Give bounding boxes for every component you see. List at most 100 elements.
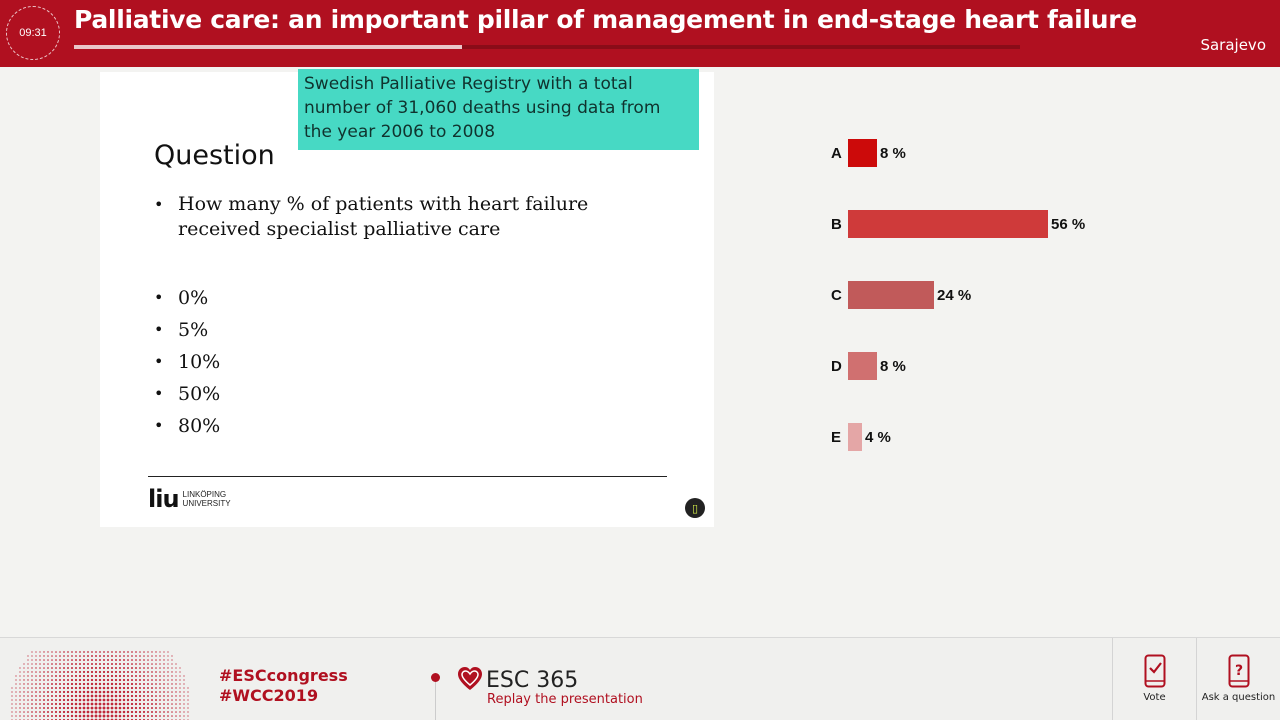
globe-dot [175, 707, 177, 709]
globe-dot [35, 711, 37, 713]
poll-row-e: E 4 % [820, 422, 891, 452]
globe-dot [47, 667, 49, 669]
globe-dot [135, 671, 137, 673]
globe-dot [130, 710, 134, 714]
globe-dot [47, 687, 49, 689]
globe-dot [82, 670, 86, 674]
globe-dot [27, 707, 29, 709]
globe-dot [66, 702, 70, 706]
globe-dot [70, 670, 74, 674]
globe-dot [167, 711, 169, 713]
globe-dot [82, 682, 86, 686]
globe-dot [106, 662, 110, 666]
globe-dot [62, 710, 66, 714]
globe-dot [35, 687, 37, 689]
globe-dot [110, 666, 114, 670]
globe-dot [131, 667, 133, 669]
globe-dot [71, 655, 73, 657]
globe-dot [142, 686, 146, 690]
vote-label: Vote [1143, 692, 1166, 703]
esc365-title[interactable]: ESC 365 [486, 668, 579, 693]
globe-dot [187, 703, 189, 705]
globe-dot [31, 679, 33, 681]
globe-dot [106, 694, 110, 698]
globe-dot [82, 666, 86, 670]
globe-dot [66, 698, 70, 702]
globe-dot [39, 679, 41, 681]
globe-dot [43, 703, 45, 705]
globe-dot [175, 671, 177, 673]
globe-dot [102, 682, 106, 686]
globe-dot [118, 710, 122, 714]
globe-dot [43, 683, 45, 685]
globe-dot [171, 703, 173, 705]
globe-dot [187, 695, 189, 697]
globe-dot [98, 694, 102, 698]
globe-dot [47, 703, 49, 705]
globe-dot [67, 659, 69, 661]
globe-dot [71, 667, 73, 669]
globe-dot [59, 663, 61, 665]
globe-dot [134, 710, 138, 714]
globe-dot [159, 679, 161, 681]
globe-dot [31, 667, 33, 669]
poll-bar [848, 210, 1048, 238]
globe-dot [159, 711, 161, 713]
globe-dot [118, 678, 122, 682]
globe-dot [183, 683, 185, 685]
globe-dot [94, 694, 98, 698]
globe-dot [86, 666, 90, 670]
ask-question-button[interactable]: ? Ask a question [1196, 638, 1280, 720]
globe-dot [159, 663, 161, 665]
globe-dot [122, 698, 126, 702]
globe-dot [110, 690, 114, 694]
globe-dot [23, 679, 25, 681]
globe-dot [75, 651, 77, 653]
globe-dot [39, 695, 41, 697]
globe-dot [98, 690, 102, 694]
globe-dot [83, 659, 85, 661]
globe-dot [15, 703, 17, 705]
globe-dot [43, 671, 45, 673]
globe-dot [167, 671, 169, 673]
globe-dot [175, 715, 177, 717]
replay-link[interactable]: Replay the presentation [487, 692, 643, 707]
globe-dot [35, 667, 37, 669]
globe-dot [151, 683, 153, 685]
globe-dot [134, 694, 138, 698]
dotted-globe-graphic [0, 650, 200, 720]
globe-dot [86, 662, 90, 666]
globe-dot [94, 706, 98, 710]
globe-dot [94, 690, 98, 694]
globe-dot [94, 698, 98, 702]
globe-dot [86, 702, 90, 706]
globe-dot [35, 703, 37, 705]
globe-dot [146, 714, 150, 718]
globe-dot [179, 687, 181, 689]
globe-dot [139, 671, 141, 673]
globe-dot [35, 663, 37, 665]
globe-dot [43, 715, 45, 717]
globe-dot [167, 651, 169, 653]
globe-dot [19, 671, 21, 673]
presentation-progress-fill [74, 45, 462, 49]
globe-dot [82, 698, 86, 702]
globe-dot [183, 707, 185, 709]
globe-dot [147, 683, 149, 685]
globe-dot [15, 683, 17, 685]
globe-dot [15, 715, 17, 717]
globe-dot [146, 698, 150, 702]
globe-dot [98, 682, 102, 686]
globe-dot [131, 663, 133, 665]
vote-button[interactable]: Vote [1112, 638, 1196, 720]
globe-dot [147, 691, 149, 693]
globe-dot [171, 671, 173, 673]
slide-divider [148, 476, 667, 477]
globe-dot [151, 699, 153, 701]
answer-option: 5% [154, 314, 674, 346]
globe-dot [43, 667, 45, 669]
globe-dot [130, 706, 134, 710]
globe-dot [171, 679, 173, 681]
globe-dot [23, 695, 25, 697]
globe-dot [50, 694, 54, 698]
